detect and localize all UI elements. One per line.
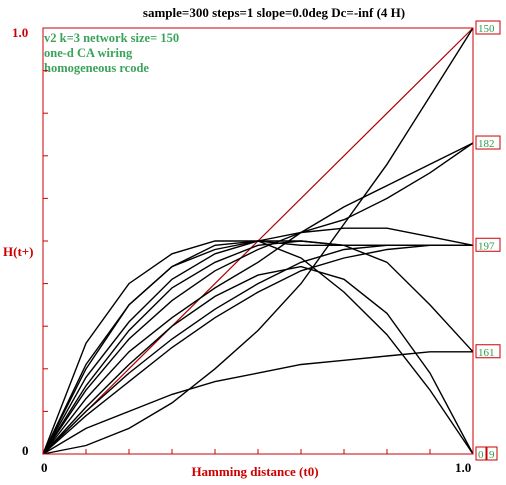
annotation-line-2: one-d CA wiring bbox=[44, 46, 133, 60]
series-line-2 bbox=[42, 240, 473, 455]
right-label-box bbox=[486, 446, 498, 461]
right-label-text: 9 bbox=[489, 449, 495, 461]
series-line-11 bbox=[42, 27, 474, 455]
y-axis-label: H(t+) bbox=[3, 244, 34, 259]
right-label-box bbox=[475, 135, 501, 150]
x-tick-left: 0 bbox=[41, 460, 48, 475]
right-label-box bbox=[475, 20, 501, 35]
right-label-text: 161 bbox=[478, 347, 495, 359]
annotation-line-3: homogeneous rcode bbox=[44, 61, 149, 75]
right-labels: 150 182 197 161 0 9 bbox=[475, 20, 501, 461]
series-line-4 bbox=[42, 240, 474, 455]
series-line-1 bbox=[42, 240, 473, 455]
chart-title: sample=300 steps=1 slope=0.0deg Dc=-inf … bbox=[143, 5, 405, 20]
right-label-text: 182 bbox=[478, 138, 495, 150]
series-line-5 bbox=[42, 240, 474, 455]
y-tick-bottom: 0 bbox=[22, 443, 29, 458]
x-axis-label: Hamming distance (t0) bbox=[191, 464, 318, 479]
right-label-text: 150 bbox=[478, 23, 495, 35]
x-tick-right: 1.0 bbox=[455, 460, 471, 475]
y-tick-top: 1.0 bbox=[12, 25, 28, 40]
annotation-line-1: v2 k=3 network size= 150 bbox=[44, 31, 179, 45]
series-line-7 bbox=[42, 142, 474, 455]
series-layer bbox=[42, 27, 474, 455]
series-line-8 bbox=[42, 244, 473, 455]
right-label-text: 197 bbox=[478, 240, 495, 252]
right-label-text: 0 bbox=[478, 449, 484, 461]
right-label-box bbox=[475, 237, 501, 252]
series-line-6 bbox=[42, 142, 474, 455]
series-line-10 bbox=[42, 351, 473, 455]
annotation-block: v2 k=3 network size= 150 one-d CA wiring… bbox=[44, 31, 179, 75]
axis-ticks bbox=[43, 70, 431, 454]
right-label-box bbox=[475, 344, 501, 359]
series-line-9 bbox=[42, 244, 473, 455]
right-label-box bbox=[475, 446, 487, 461]
plot-frame bbox=[42, 27, 474, 455]
series-line-12 bbox=[42, 265, 474, 455]
